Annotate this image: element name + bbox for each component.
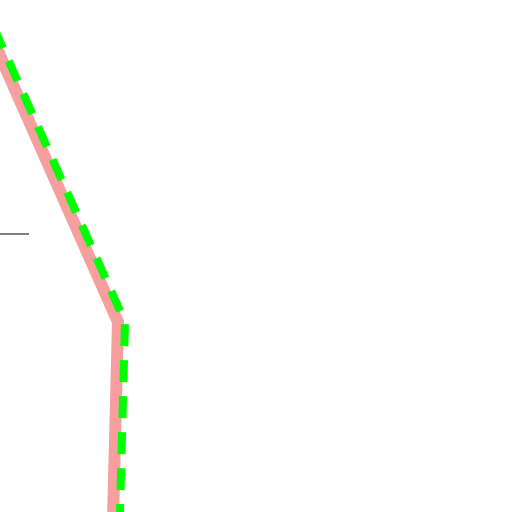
route-base-line	[0, 40, 124, 512]
route-overlay-dashed-line	[0, 31, 130, 512]
